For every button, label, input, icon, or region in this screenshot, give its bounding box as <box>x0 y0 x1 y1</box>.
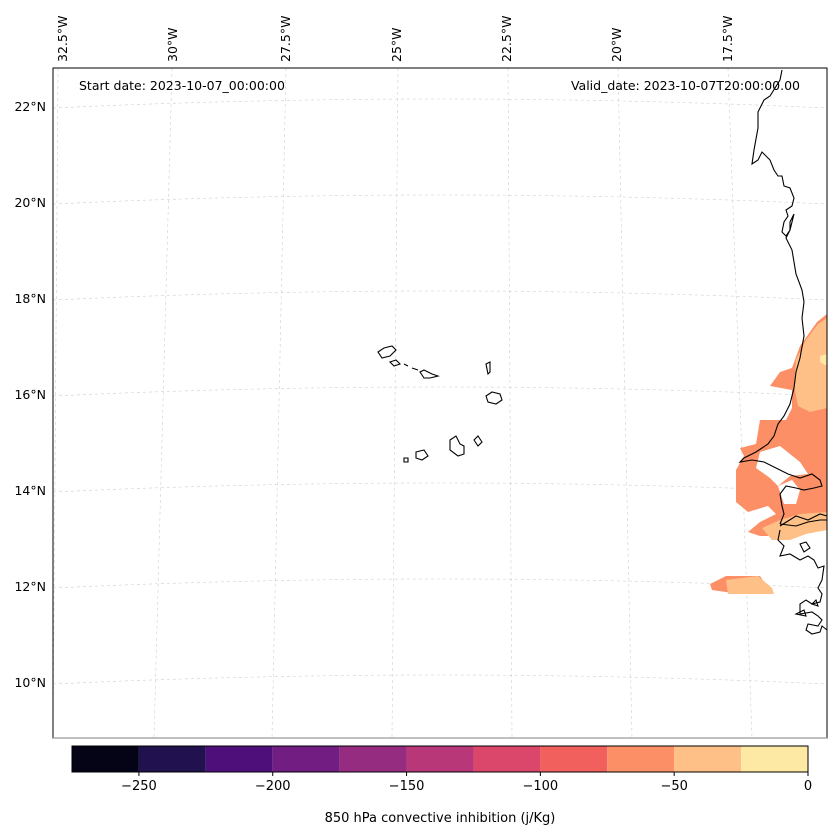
cin-gap <box>756 446 808 486</box>
colorbar-tick-label: −150 <box>389 779 425 794</box>
lat-label-22n: 22°N <box>14 99 46 114</box>
meridian-20w <box>617 67 633 739</box>
meridian-32-5w <box>52 67 59 739</box>
colorbar-segment <box>138 746 206 772</box>
map-frame <box>52 67 828 739</box>
colorbar-tick-label: −250 <box>121 779 157 794</box>
lat-label-16n: 16°N <box>14 387 46 402</box>
parallel-20n <box>52 194 828 205</box>
coastlines <box>377 69 828 635</box>
parallel-22n <box>52 98 828 109</box>
colorbar: −250 −200 −150 −100 −50 0 <box>71 745 812 794</box>
colorbar-frame <box>71 745 809 773</box>
cin-region-lightest <box>820 354 827 366</box>
lon-label-20w: 20°W <box>609 27 624 62</box>
colorbar-segment <box>741 746 808 772</box>
lat-label-12n: 12°N <box>14 579 46 594</box>
colorbar-segment <box>540 746 608 772</box>
colorbar-tick-label: −100 <box>523 779 559 794</box>
africa-coast-north <box>738 69 823 525</box>
meridian-25w <box>391 67 399 739</box>
parallel-14n <box>52 482 828 493</box>
parallel-10n <box>52 674 828 685</box>
colorbar-tick-label: −200 <box>255 779 291 794</box>
valid-date-text: Valid_date: 2023-10-07T20:00:00.00 <box>571 78 800 93</box>
cape-verde-santiago <box>449 435 465 457</box>
bissagos-islands <box>794 541 819 617</box>
cape-verde-maio <box>473 435 483 447</box>
cin-field <box>710 314 827 594</box>
guinea-bissau-coast <box>777 529 828 635</box>
colorbar-segment <box>339 746 407 772</box>
colorbar-tick-label: −50 <box>660 779 687 794</box>
lon-label-25w: 25°W <box>389 27 404 62</box>
cape-verde-sao-nicolau <box>411 367 440 379</box>
colorbar-segment <box>205 746 273 772</box>
meridian-30w <box>153 67 173 739</box>
lat-label-14n: 14°N <box>14 483 46 498</box>
parallel-18n <box>52 290 828 301</box>
lon-label-17-5w: 17.5°W <box>720 16 735 62</box>
cape-verde-sal <box>485 361 491 376</box>
parallel-16n <box>52 386 828 397</box>
senegal-gambia-coast <box>779 513 828 527</box>
colorbar-segment <box>272 746 340 772</box>
colorbar-segment <box>72 746 139 772</box>
lat-label-18n: 18°N <box>14 291 46 306</box>
cin-region-lighter <box>794 318 827 412</box>
lon-label-27-5w: 27.5°W <box>278 16 293 62</box>
lat-label-10n: 10°N <box>14 675 46 690</box>
cape-verde-santo-antao <box>377 345 397 359</box>
cape-verde-boa-vista <box>485 391 503 405</box>
colorbar-segment <box>674 746 742 772</box>
colorbar-tick-label: 0 <box>804 779 812 794</box>
lon-label-32-5w: 32.5°W <box>55 16 70 62</box>
meridian-17-5w <box>727 67 753 739</box>
colorbar-label: 850 hPa convective inhibition (j/Kg) <box>325 811 556 826</box>
start-date-text: Start date: 2023-10-07_00:00:00 <box>79 78 285 93</box>
cin-region-lighter-west <box>726 576 774 594</box>
colorbar-segment <box>607 746 675 772</box>
parallel-12n <box>52 578 828 589</box>
cape-verde-fogo <box>415 449 429 461</box>
cin-gap-2 <box>778 480 800 504</box>
lat-label-20n: 20°N <box>14 195 46 210</box>
cape-verde-brava <box>403 457 409 463</box>
cape-verde-santa-luzia <box>403 363 409 367</box>
map-gridlines <box>52 67 828 739</box>
meridian-22-5w <box>507 67 513 739</box>
colorbar-segment <box>473 746 541 772</box>
cape-verde-sao-vicente <box>388 359 402 367</box>
colorbar-segment <box>406 746 474 772</box>
latitude-labels: 22°N 20°N 18°N 16°N 14°N 12°N 10°N <box>14 99 46 690</box>
longitude-labels: 32.5°W 30°W 27.5°W 25°W 22.5°W 20°W 17.5… <box>55 16 735 62</box>
lon-label-30w: 30°W <box>165 27 180 62</box>
meridian-27-5w <box>271 67 287 739</box>
lon-label-22-5w: 22.5°W <box>499 16 514 62</box>
